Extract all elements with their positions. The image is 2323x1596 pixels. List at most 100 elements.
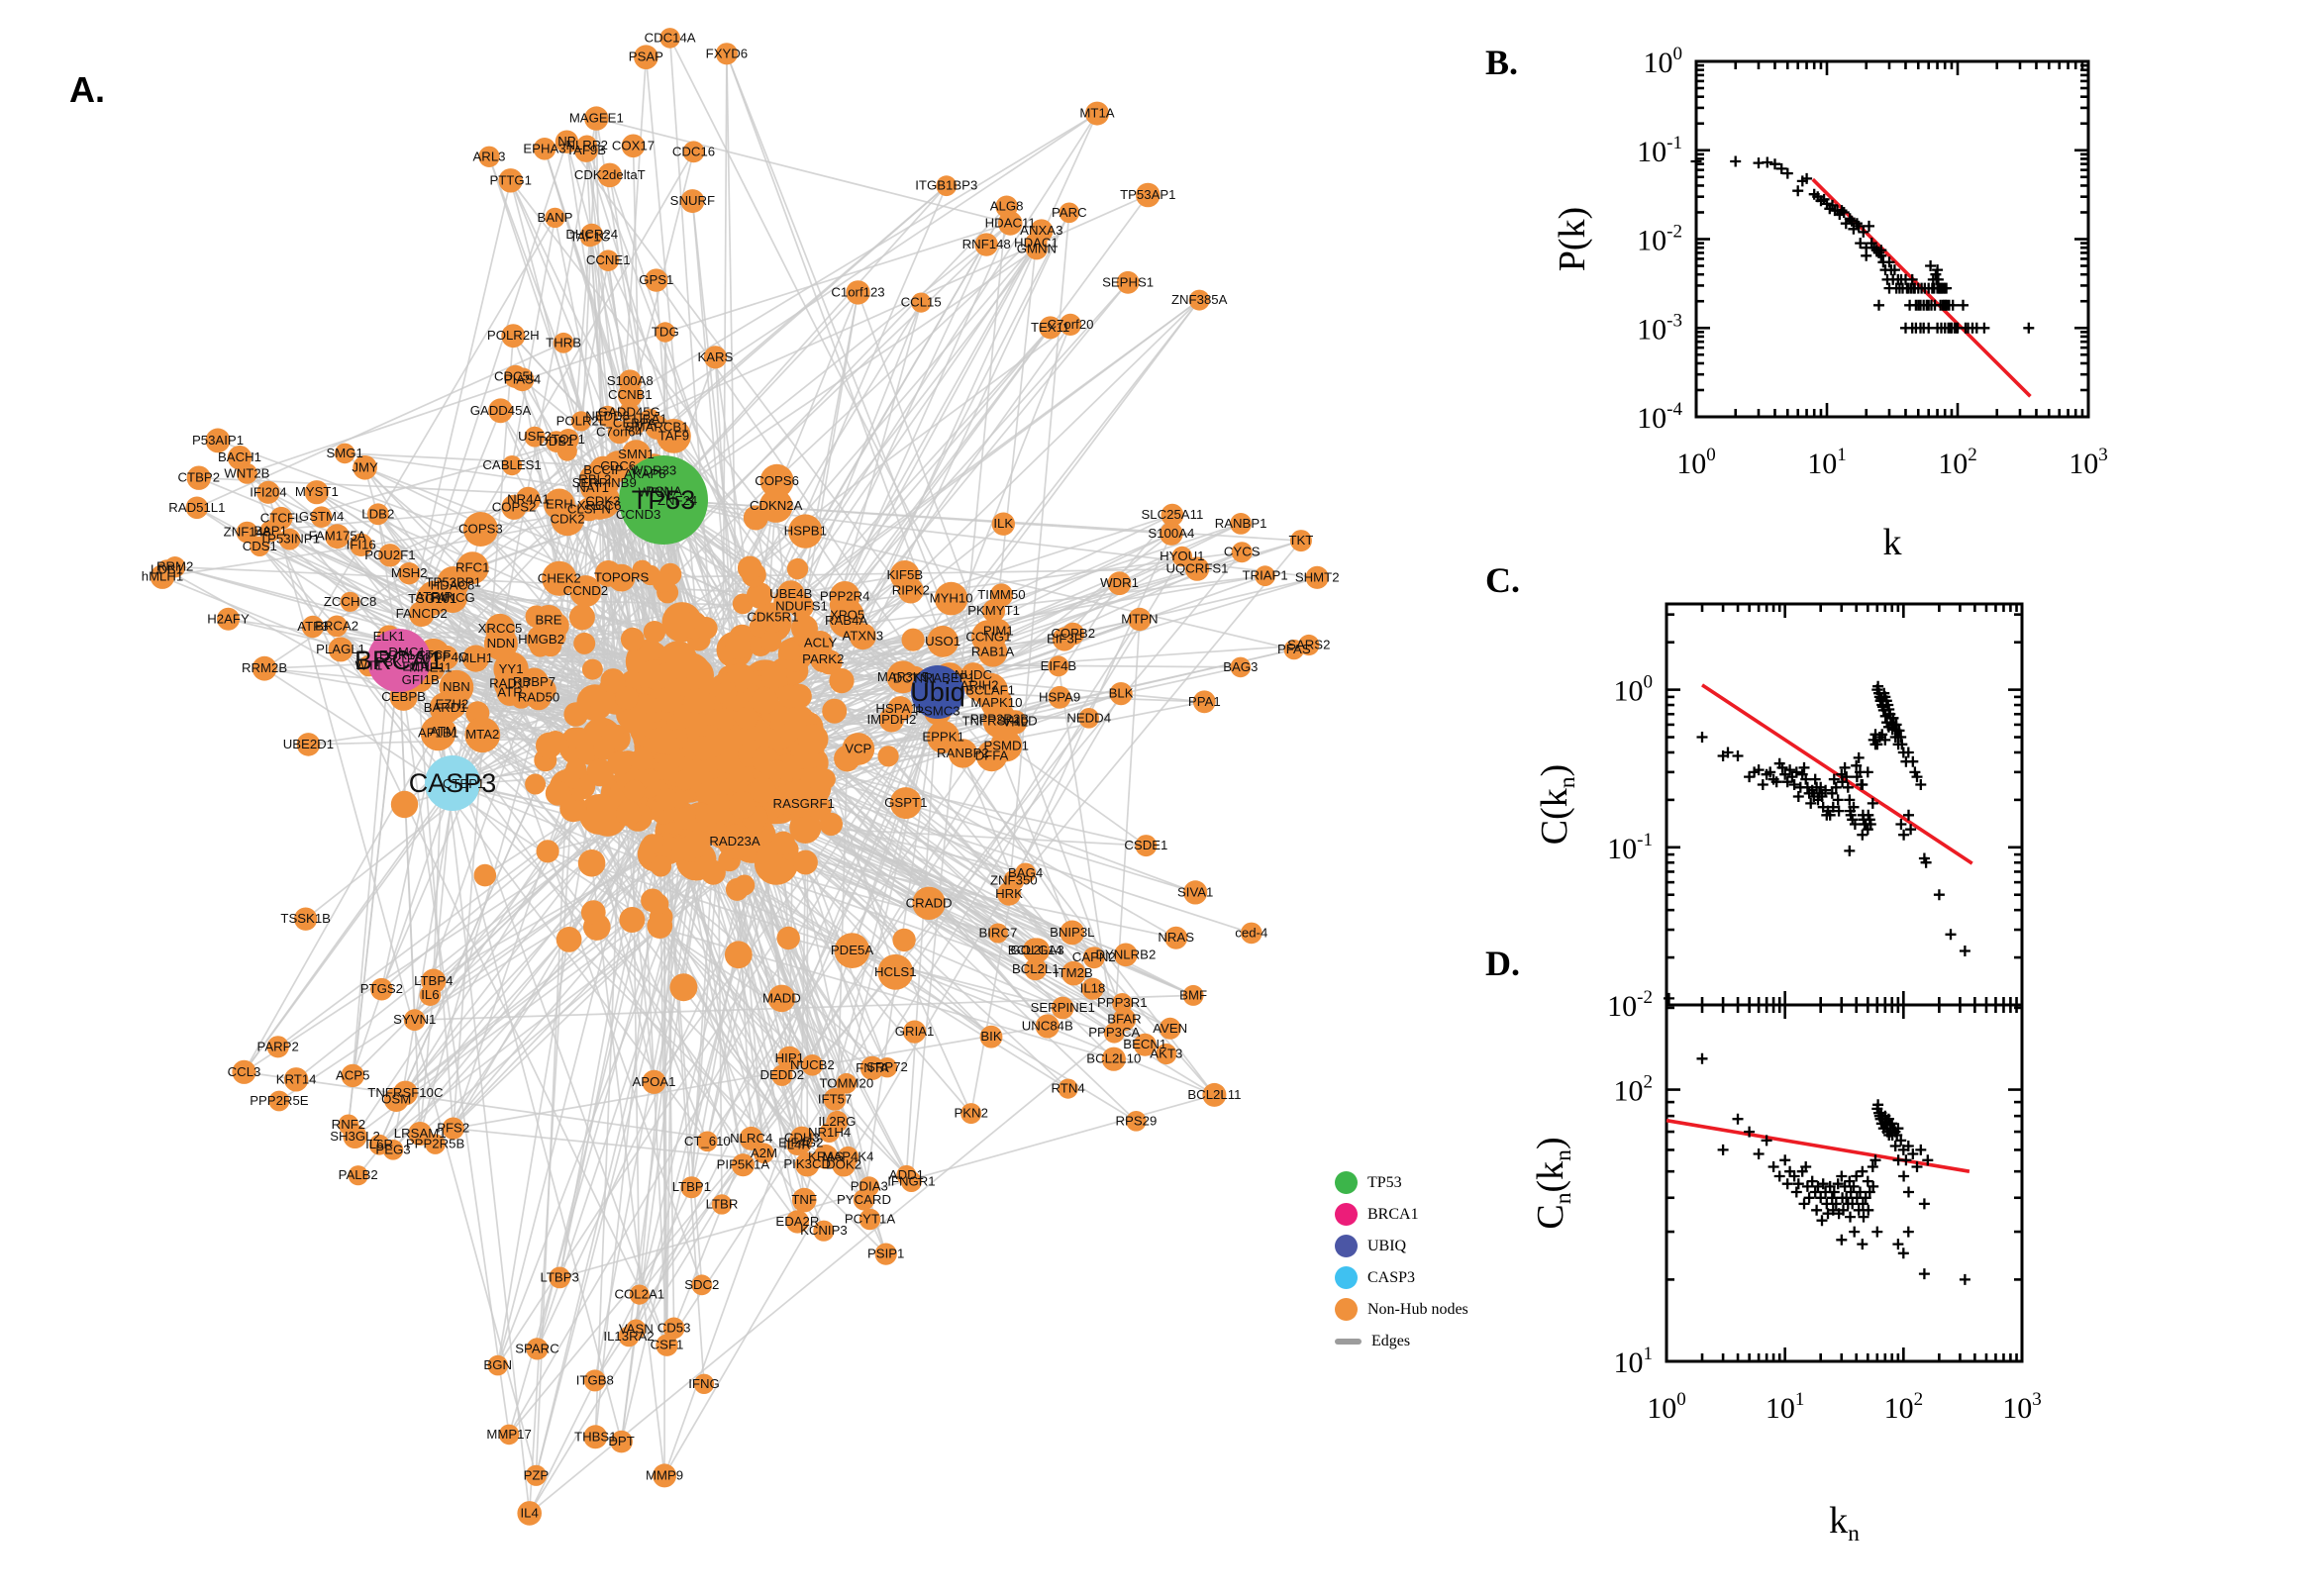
gene-label: BMF bbox=[1179, 987, 1207, 1002]
gene-label: VHL bbox=[1002, 715, 1028, 730]
gene-label: PSAP bbox=[629, 50, 663, 64]
gene-label: CSF1 bbox=[651, 1338, 684, 1352]
gene-label: SRP72 bbox=[866, 1059, 908, 1074]
gene-label: IFNG bbox=[688, 1376, 720, 1391]
gene-label: RAD51L1 bbox=[168, 500, 225, 515]
gene-label: USO1 bbox=[925, 634, 960, 648]
gene-label: BCL2L14 bbox=[1008, 943, 1062, 957]
gene-label: ANXA3 bbox=[1020, 223, 1062, 238]
gene-label: EGR1 bbox=[379, 648, 415, 662]
tick-label: 10-2 bbox=[1607, 987, 1653, 1023]
axis-title: kn​ bbox=[1829, 1500, 1860, 1546]
gene-label: MMP9 bbox=[646, 1467, 683, 1482]
gene-label: BCCIP bbox=[583, 462, 624, 477]
gene-label: ARIH2 bbox=[960, 677, 999, 692]
gene-label: DCTN1 bbox=[893, 670, 937, 685]
gene-label: SERPINB9 bbox=[572, 475, 637, 490]
gene-label: DHCR24 bbox=[565, 227, 618, 242]
gene-label: USF2 bbox=[518, 429, 552, 444]
gene-label: SMARCB1 bbox=[626, 420, 689, 435]
legend-item-casp3: CASP3 bbox=[1335, 1266, 1468, 1289]
gene-label: BRE bbox=[535, 613, 561, 628]
gene-label: IL4 bbox=[521, 1505, 539, 1520]
gene-label: PPA1 bbox=[1188, 694, 1221, 709]
gene-label: RABEP1 bbox=[924, 670, 975, 685]
tick-label: 100 bbox=[1647, 1389, 1686, 1425]
gene-label: PIK3CD bbox=[783, 1156, 831, 1171]
gene-label: CAPN2 bbox=[1072, 949, 1116, 964]
gene-label: KARS bbox=[697, 349, 733, 364]
gene-label: PIP5K1A bbox=[717, 1157, 770, 1172]
gene-label: BIK bbox=[980, 1029, 1001, 1044]
gene-label: TSG101 bbox=[408, 591, 456, 606]
gene-label: TSSK1B bbox=[280, 911, 331, 926]
tick-label: 10-1 bbox=[1637, 133, 1682, 168]
gene-label: PYCARD bbox=[837, 1192, 891, 1207]
gene-label: BCLAF1 bbox=[965, 683, 1015, 698]
gene-label: BCL2L11 bbox=[1187, 1087, 1241, 1102]
gene-label: SYVN1 bbox=[393, 1012, 436, 1027]
tick-label: 10-2 bbox=[1637, 222, 1682, 257]
gene-label: PLAGL1 bbox=[316, 642, 365, 656]
gene-label: ITM2B bbox=[1055, 965, 1093, 980]
gene-label: JMY bbox=[352, 459, 378, 474]
gene-label: YY1 bbox=[499, 661, 524, 676]
gene-label: hMLH1 bbox=[142, 569, 184, 584]
gene-label: CCNG1 bbox=[965, 630, 1011, 645]
gene-label: FANCD2 bbox=[396, 606, 448, 621]
gene-label: VASN bbox=[619, 1322, 654, 1337]
gene-label: XRCC6 bbox=[577, 498, 622, 513]
gene-label: RRM2 bbox=[156, 559, 193, 574]
gene-label: FXYD6 bbox=[706, 46, 749, 60]
legend-item-non-hub-nodes: Non-Hub nodes bbox=[1335, 1298, 1468, 1321]
gene-label: CCNE1 bbox=[586, 252, 631, 267]
gene-label: SDC2 bbox=[684, 1277, 719, 1292]
gene-label: ACP5 bbox=[336, 1067, 369, 1082]
node-swatch-icon bbox=[1335, 1171, 1358, 1194]
gene-label: GSTM4 bbox=[299, 509, 344, 524]
gene-label: A2M bbox=[751, 1146, 777, 1160]
gene-label: DMC1 bbox=[388, 645, 425, 659]
panel-d-label: D. bbox=[1485, 944, 1520, 983]
gene-label: NEDD4 bbox=[1066, 710, 1111, 725]
legend-label: Non-Hub nodes bbox=[1367, 1300, 1468, 1318]
gene-label: RNF2 bbox=[332, 1117, 365, 1132]
gene-label: CEBPA bbox=[613, 415, 656, 430]
node-swatch-icon bbox=[1335, 1235, 1358, 1257]
axis-title: P(k) bbox=[1552, 207, 1593, 271]
gene-label: OSM bbox=[381, 1092, 411, 1107]
gene-label: CCL15 bbox=[901, 295, 942, 310]
gene-label: BECN1 bbox=[1123, 1037, 1166, 1051]
gene-label: TP53AP1 bbox=[1120, 187, 1175, 202]
gene-label: FANCG bbox=[430, 590, 474, 605]
panel-b-label: B. bbox=[1485, 43, 1519, 82]
gene-label: BRCA2 bbox=[315, 618, 358, 633]
hub-node-ubiq bbox=[911, 665, 964, 719]
hub-node-tp53 bbox=[619, 455, 708, 545]
gene-label: CRADD bbox=[906, 895, 953, 910]
gene-label: PIM1 bbox=[983, 624, 1014, 639]
gene-label: TP53BP1 bbox=[425, 575, 480, 590]
tick-label: 102 bbox=[1938, 445, 1977, 480]
gene-label: COX17 bbox=[612, 138, 655, 152]
tick-label: 102 bbox=[1884, 1389, 1924, 1425]
gene-label: PZP bbox=[524, 1467, 550, 1482]
gene-label: S100A8 bbox=[607, 373, 654, 388]
gene-label: IL2RG bbox=[818, 1114, 856, 1129]
gene-label: PFS2 bbox=[437, 1121, 469, 1136]
tick-label: 101 bbox=[1766, 1389, 1805, 1425]
gene-label: HIP1 bbox=[775, 1050, 804, 1065]
legend-label: TP53 bbox=[1367, 1173, 1402, 1191]
gene-label: ATM bbox=[430, 724, 456, 739]
gene-label: HDAC11 bbox=[985, 215, 1036, 230]
tick-label: 103 bbox=[2002, 1389, 2042, 1425]
node-swatch-icon bbox=[1335, 1266, 1358, 1289]
gene-label: BCL2L1 bbox=[1012, 961, 1060, 976]
gene-label: ATR bbox=[497, 684, 522, 699]
gene-label: RBL2 bbox=[578, 471, 611, 486]
tick-label: 100 bbox=[1614, 672, 1654, 708]
gene-label: TAF9B bbox=[566, 143, 606, 157]
gene-label: GMNN bbox=[1017, 241, 1057, 255]
gene-label: THBS1 bbox=[574, 1429, 617, 1444]
